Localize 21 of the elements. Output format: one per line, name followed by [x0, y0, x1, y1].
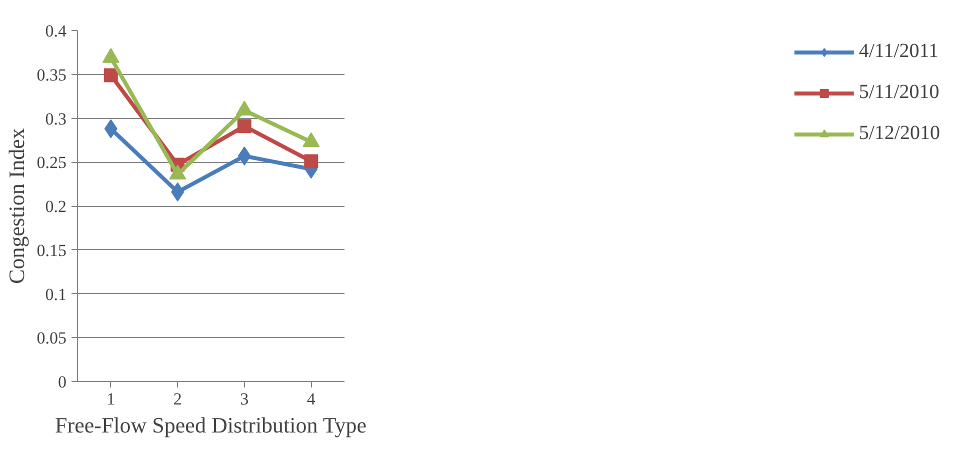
point	[237, 119, 252, 134]
y-tick-label: 0.4	[45, 22, 67, 40]
y-tick-label: 0.1	[45, 284, 66, 304]
y-axis-title: Congestion Index	[4, 128, 29, 284]
point	[104, 68, 118, 82]
x-axis-title: Free-Flow Speed Distribution Type	[55, 412, 367, 438]
x-tick-label: 1	[106, 390, 116, 408]
point	[304, 154, 318, 168]
x-tick-label: 4	[306, 390, 316, 408]
y-tick-label: 0.3	[45, 109, 66, 128]
y-tick-label: 0.25	[36, 153, 66, 172]
legend-label: 5/11/2010	[858, 81, 940, 104]
y-tick-label: 0.35	[36, 65, 66, 84]
y-tick-label: 0.15	[36, 240, 66, 260]
y-tick-label: 0	[58, 372, 66, 392]
x-tick-label: 3	[240, 390, 249, 408]
legend-label: 4/11/2011	[858, 40, 939, 63]
x-tick-label: 2	[173, 390, 182, 408]
y-tick-label: 0.05	[36, 328, 66, 348]
y-tick-label: 0.2	[45, 197, 66, 216]
legend-label: 5/12/2010	[858, 122, 940, 145]
